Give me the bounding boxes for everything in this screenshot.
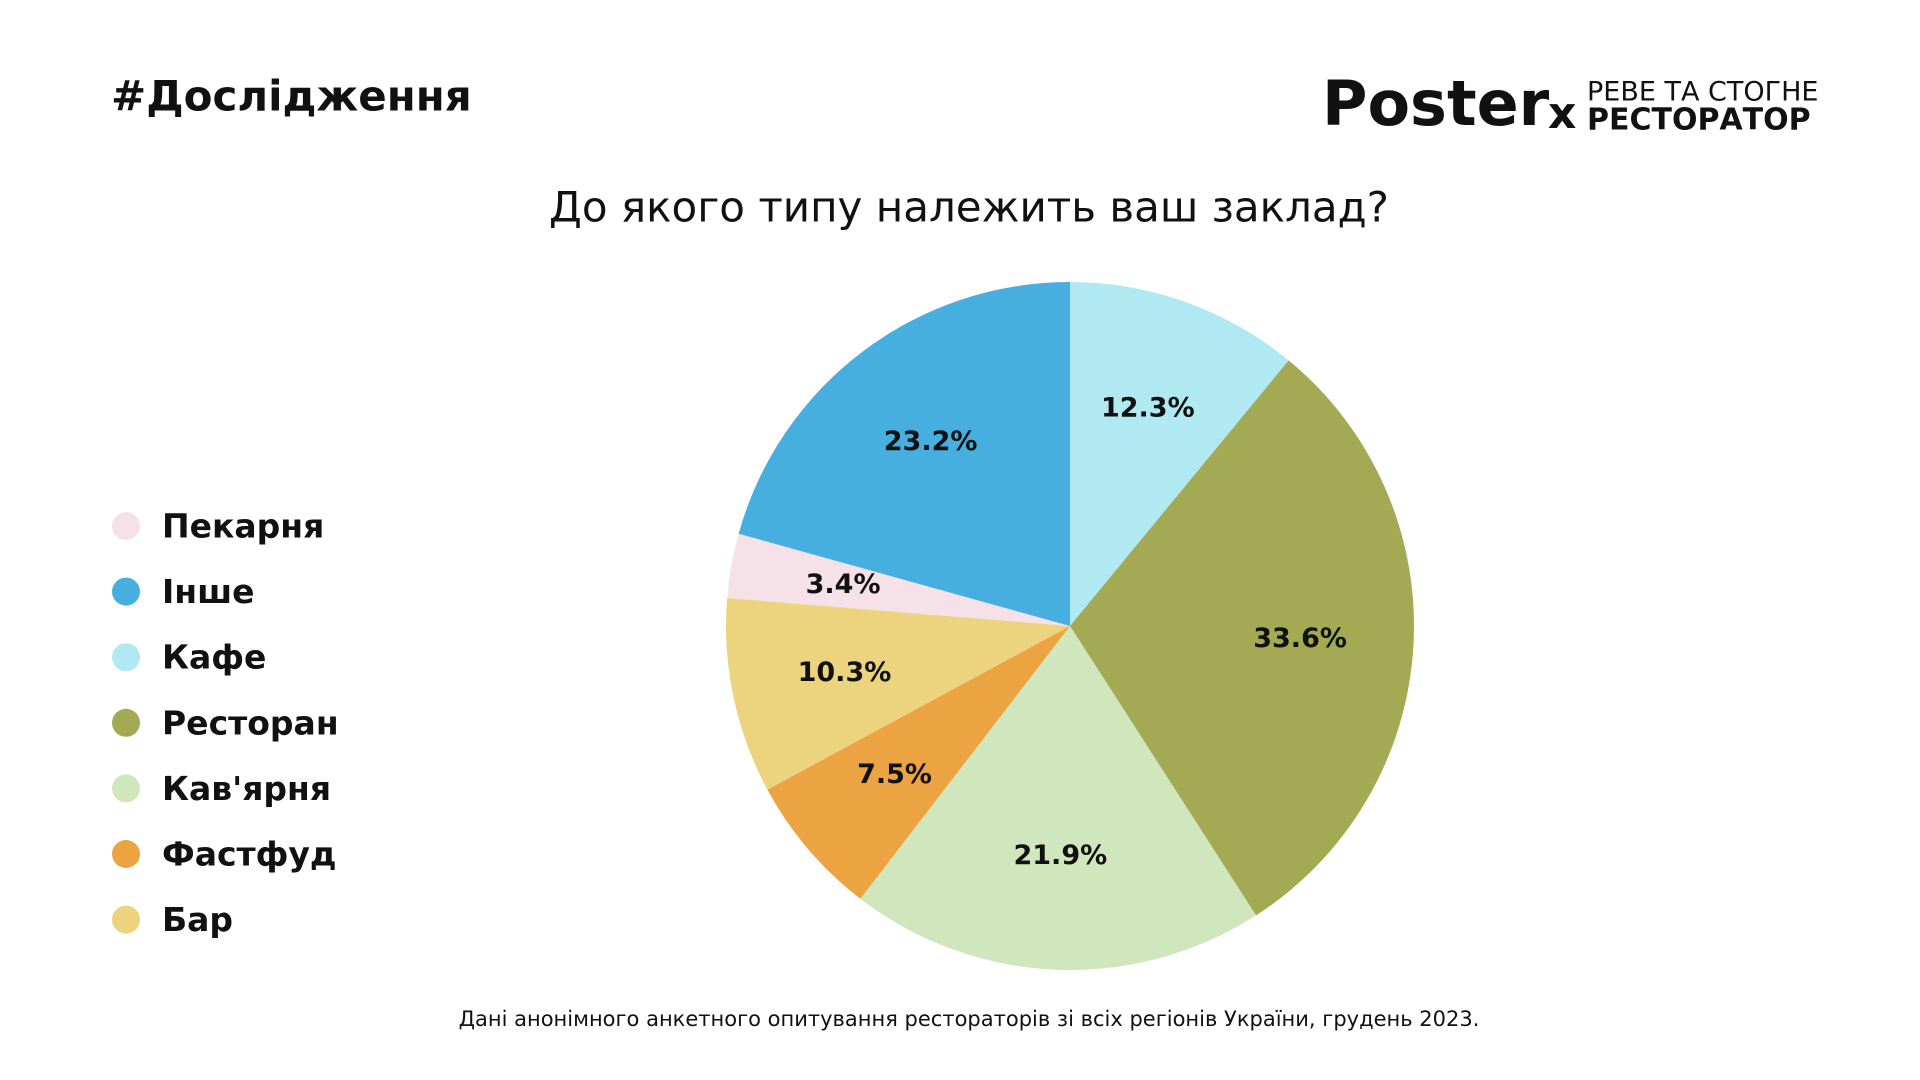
pie-slice (1070, 360, 1414, 916)
legend-label: Кафе (162, 638, 266, 677)
data-label: 10.3% (798, 657, 892, 688)
chart-title: До якого типу належить ваш заклад? (549, 183, 1389, 232)
legend-swatch (112, 708, 140, 737)
logo-separator: x (1548, 88, 1576, 139)
logo-partner: РЕВЕ ТА СТОГНЕ (1587, 77, 1818, 108)
footnote: Дані анонімного анкетного опитування рес… (459, 1007, 1480, 1031)
legend-label: Пекарня (162, 507, 324, 546)
legend-swatch (112, 577, 140, 606)
data-label: 7.5% (857, 759, 932, 790)
legend-label: Ресторан (162, 703, 339, 742)
legend-swatch (112, 774, 140, 803)
pie-slice (726, 598, 1070, 790)
legend-swatch (112, 905, 140, 934)
data-label: 12.3% (1101, 393, 1195, 424)
hashtag: #Дослідження (111, 72, 472, 121)
legend-label: Бар (162, 900, 233, 939)
data-label: 23.2% (884, 426, 978, 457)
pie-slice (860, 626, 1256, 970)
logo-brand: Poster (1322, 67, 1550, 140)
data-label: 3.4% (806, 569, 881, 600)
legend-label: Фастфуд (162, 835, 337, 874)
data-label: 33.6% (1253, 623, 1347, 654)
pie-slice (1070, 282, 1289, 626)
legend-swatch (112, 512, 140, 540)
legend-swatch (112, 643, 140, 672)
legend-label: Кав'ярня (162, 769, 331, 808)
data-label: 21.9% (1013, 840, 1107, 871)
pie-slice (738, 282, 1070, 626)
pie-slice (767, 626, 1070, 899)
legend-swatch (112, 840, 140, 868)
logo-partner: РЕСТОРАТОР (1587, 103, 1811, 138)
pie-slice (727, 533, 1070, 626)
legend-label: Інше (162, 572, 255, 611)
